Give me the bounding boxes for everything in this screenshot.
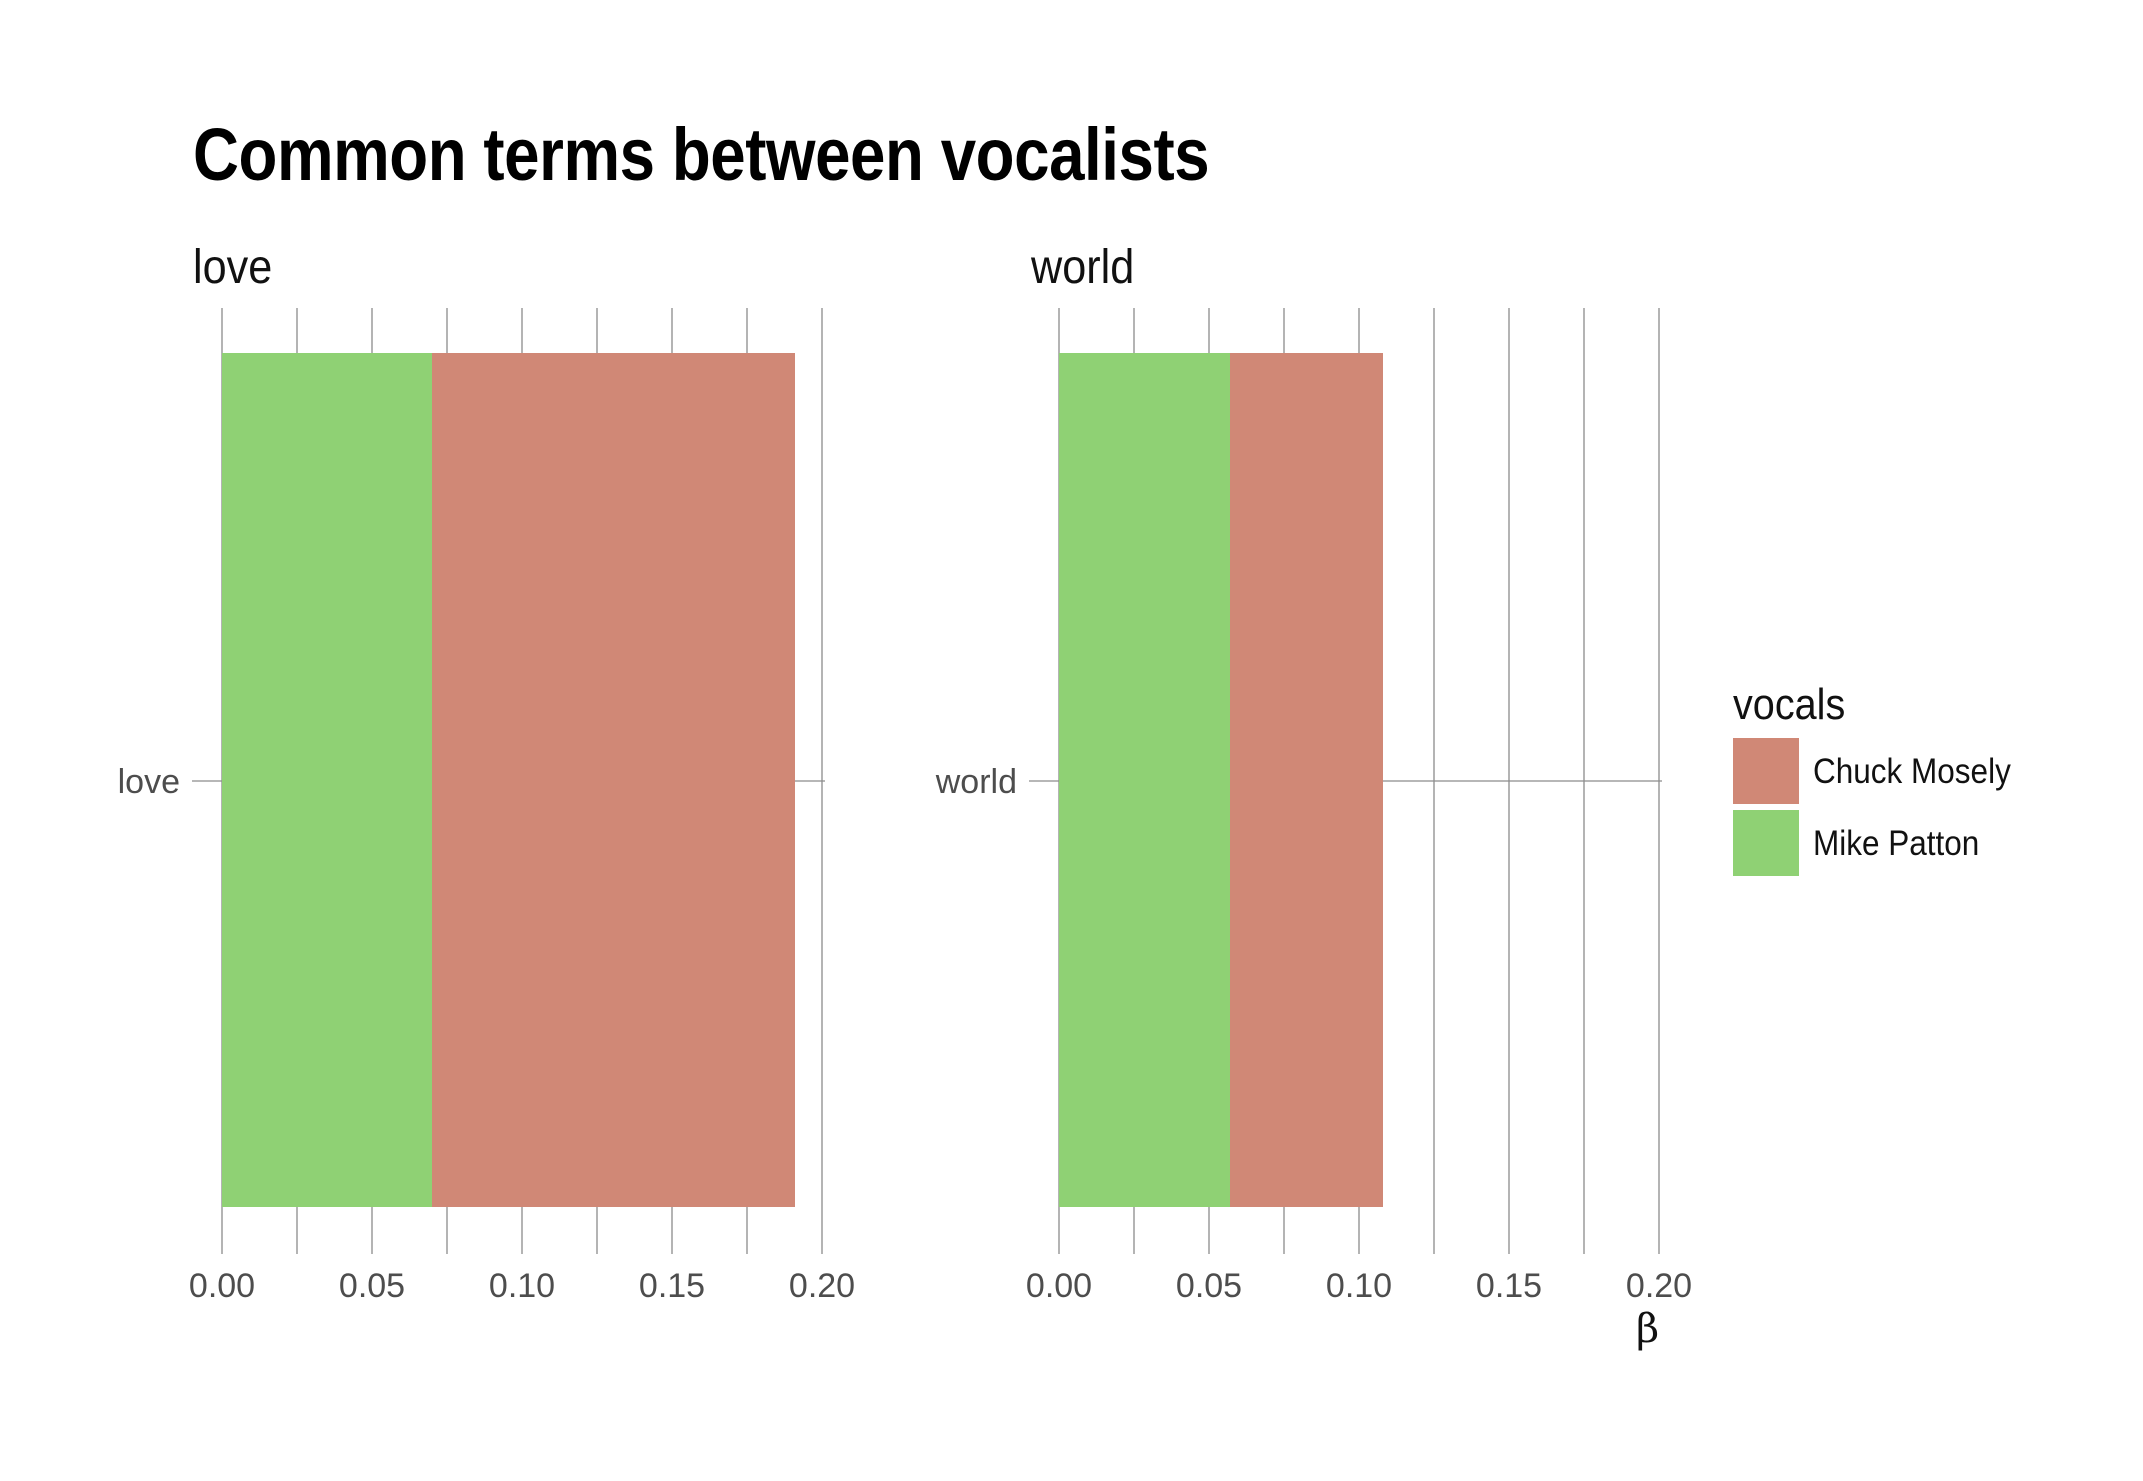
legend-item-chuck-mosely: Chuck Mosely [1733, 738, 2011, 810]
x-tick-label: 0.05 [1176, 1267, 1242, 1305]
y-tick-label: love [118, 763, 180, 801]
legend-label: Mike Patton [1813, 824, 1980, 863]
legend-title: vocals [1733, 680, 1846, 729]
legend-key-mike-patton [1733, 810, 1799, 876]
bar-chuck-mosely-love [432, 353, 795, 1207]
legend-label: Chuck Mosely [1813, 752, 2011, 791]
x-tick-label: 0.05 [339, 1267, 405, 1305]
x-tick-label: 0.00 [189, 1267, 255, 1305]
x-tick-label: 0.15 [1476, 1267, 1542, 1305]
bar-mike-patton-love [222, 353, 432, 1207]
x-tick-label: 0.10 [1326, 1267, 1392, 1305]
facet-title-love: love [193, 241, 273, 294]
x-tick-label: 0.20 [1626, 1267, 1692, 1305]
chart-title: Common terms between vocalists [193, 113, 1210, 196]
legend-key-chuck-mosely [1733, 738, 1799, 804]
facet-title-world: world [1031, 241, 1135, 294]
x-tick-label: 0.10 [489, 1267, 555, 1305]
bar-mike-patton-world [1059, 353, 1230, 1207]
x-tick-label: 0.15 [639, 1267, 705, 1305]
x-tick-label: 0.20 [789, 1267, 855, 1305]
x-tick-label: 0.00 [1026, 1267, 1092, 1305]
legend: vocals Chuck Mosely Mike Patton [1733, 680, 2011, 882]
legend-item-mike-patton: Mike Patton [1733, 810, 1979, 882]
y-tick-label: world [935, 763, 1017, 801]
bar-chuck-mosely-world [1230, 353, 1383, 1207]
x-axis-title: β [1636, 1306, 1660, 1352]
